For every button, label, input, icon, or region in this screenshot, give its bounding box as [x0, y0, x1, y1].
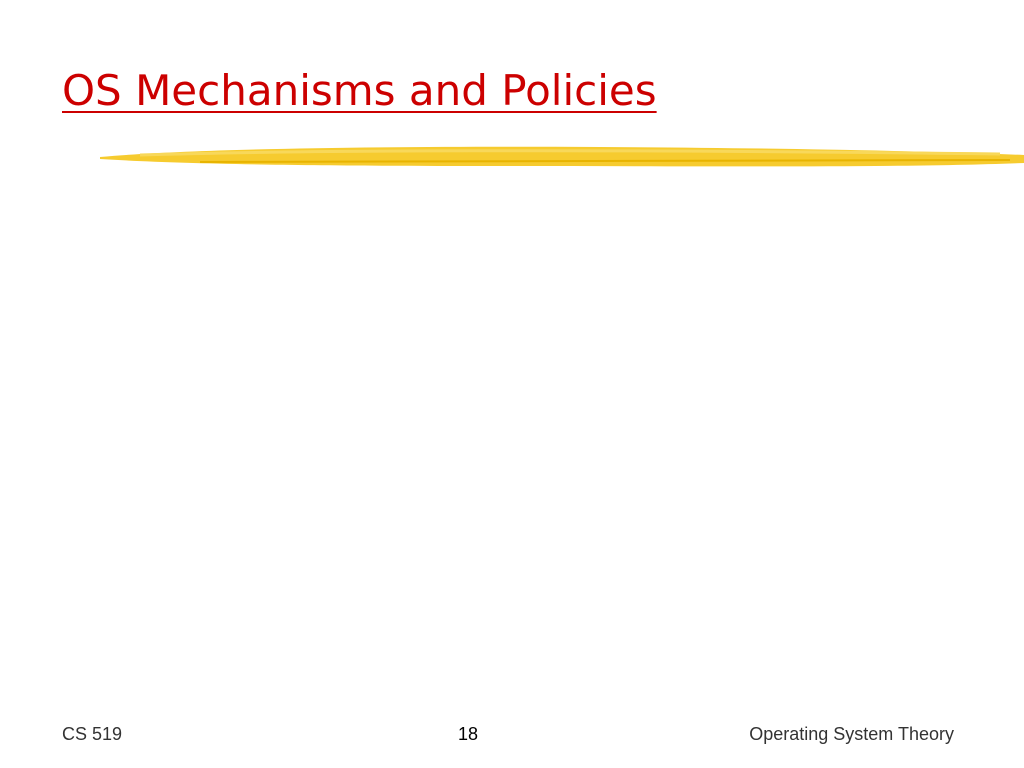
footer-right: Operating System Theory — [749, 724, 954, 744]
footer-left: CS 519 — [62, 724, 123, 744]
slide-number: 18 — [458, 724, 479, 744]
slide-title: OS Mechanisms and Policies — [62, 66, 657, 115]
brush-stroke — [100, 146, 1024, 167]
